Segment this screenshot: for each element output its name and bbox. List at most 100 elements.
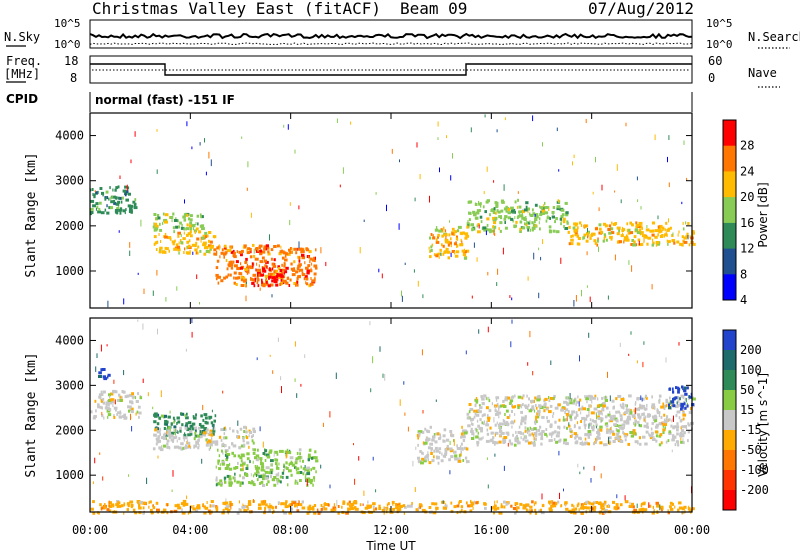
power-cell [577, 237, 581, 240]
power-cell [548, 208, 550, 211]
power-cell [296, 277, 299, 280]
power-cell [435, 240, 440, 244]
power-cell [557, 199, 560, 203]
power-cell [453, 242, 457, 246]
power-cell [621, 229, 624, 232]
power-scatter-cell [287, 124, 289, 130]
velocity-cell [649, 436, 653, 440]
power-cell [492, 216, 496, 220]
power-cell [616, 226, 621, 230]
power-cell [309, 260, 311, 264]
velocity-cell [419, 505, 422, 509]
velocity-cell [571, 398, 573, 402]
velocity-cell [637, 441, 639, 445]
velocity-cell [221, 461, 225, 464]
velocity-cell [574, 424, 576, 428]
velocity-cell [630, 434, 634, 438]
power-cell [191, 243, 194, 247]
power-cell [121, 196, 124, 200]
velocity-cell [675, 386, 678, 390]
freq-panel: Freq. [MHz] 18 8 60 0 Nave [4, 54, 780, 88]
power-cell [434, 228, 439, 232]
velocity-cell [469, 509, 473, 513]
velocity-scatter-cell [414, 487, 416, 492]
power-cell [303, 248, 305, 252]
power-cell [456, 245, 458, 248]
velocity-cell [665, 418, 668, 421]
power-cell [117, 200, 120, 204]
power-scatter-cell [668, 135, 670, 140]
velocity-cell [687, 423, 691, 427]
power-cell [180, 241, 184, 245]
power-scatter-cell [598, 207, 600, 212]
velocity-cell [214, 414, 217, 418]
velocity-cell [613, 423, 617, 427]
power-cell [155, 217, 158, 221]
velocity-cell [275, 505, 277, 509]
velocity-cell [243, 430, 246, 433]
velocity-scatter-cell [453, 439, 455, 446]
velocity-scatter-cell [185, 348, 187, 352]
power-cell [521, 216, 525, 220]
velocity-cell [660, 405, 664, 409]
velocity-cell [90, 410, 93, 414]
power-cell [597, 237, 599, 241]
power-cell [104, 197, 107, 201]
power-cell [192, 227, 195, 231]
power-scatter-cell [503, 184, 505, 191]
velocity-cell [392, 507, 396, 511]
power-cell [225, 275, 229, 279]
power-cell [298, 259, 301, 263]
power-cell [552, 206, 556, 209]
velocity-cell [585, 395, 589, 399]
velocity-cell [515, 436, 518, 440]
velocity-cell [373, 508, 375, 512]
velocity-cell [663, 413, 666, 417]
power-cell [602, 222, 607, 226]
power-cell [310, 267, 312, 271]
velocity-cell [203, 427, 206, 431]
velocity-cell [573, 397, 577, 401]
velocity-cell [283, 468, 286, 472]
velocity-cell [181, 508, 183, 512]
velocity-cell [633, 429, 636, 433]
velocity-cell [224, 426, 226, 430]
velocity-cell [609, 411, 611, 415]
velocity-cell [129, 407, 131, 410]
velocity-cell [470, 422, 473, 426]
noise-tick-high-right: 10^5 [706, 17, 733, 30]
velocity-scatter-cell [96, 353, 98, 358]
velocity-cell [261, 502, 265, 506]
power-cell [539, 205, 541, 209]
velocity-cell [573, 399, 576, 403]
velocity-cell [238, 446, 241, 450]
power-cell [672, 239, 674, 243]
velocity-cell [577, 502, 580, 506]
velocity-cell [439, 433, 442, 437]
velocity-cell [470, 427, 473, 431]
velocity-cell [612, 440, 616, 443]
power-cell [213, 235, 215, 239]
power-cell [168, 249, 170, 253]
power-cell [208, 250, 211, 254]
velocity-cell [461, 425, 463, 429]
velocity-cell [626, 415, 631, 419]
velocity-cell [655, 425, 659, 429]
velocity-cell [546, 407, 549, 411]
velocity-cell [98, 511, 100, 515]
power-cell [113, 201, 117, 205]
velocity-scatter-cell [685, 398, 687, 403]
power-scatter-cell [165, 297, 167, 302]
power-cell [623, 238, 627, 242]
power-scatter-cell [123, 298, 125, 305]
velocity-cell [502, 437, 507, 441]
power-cell [152, 225, 155, 229]
velocity-cell [130, 503, 133, 507]
velocity-cell [309, 448, 312, 452]
power-cell [651, 221, 656, 225]
power-cell [547, 215, 549, 219]
velocity-cell [646, 422, 649, 426]
power-cell [125, 198, 129, 202]
velocity-cell [511, 395, 515, 399]
velocity-cell [225, 450, 227, 454]
